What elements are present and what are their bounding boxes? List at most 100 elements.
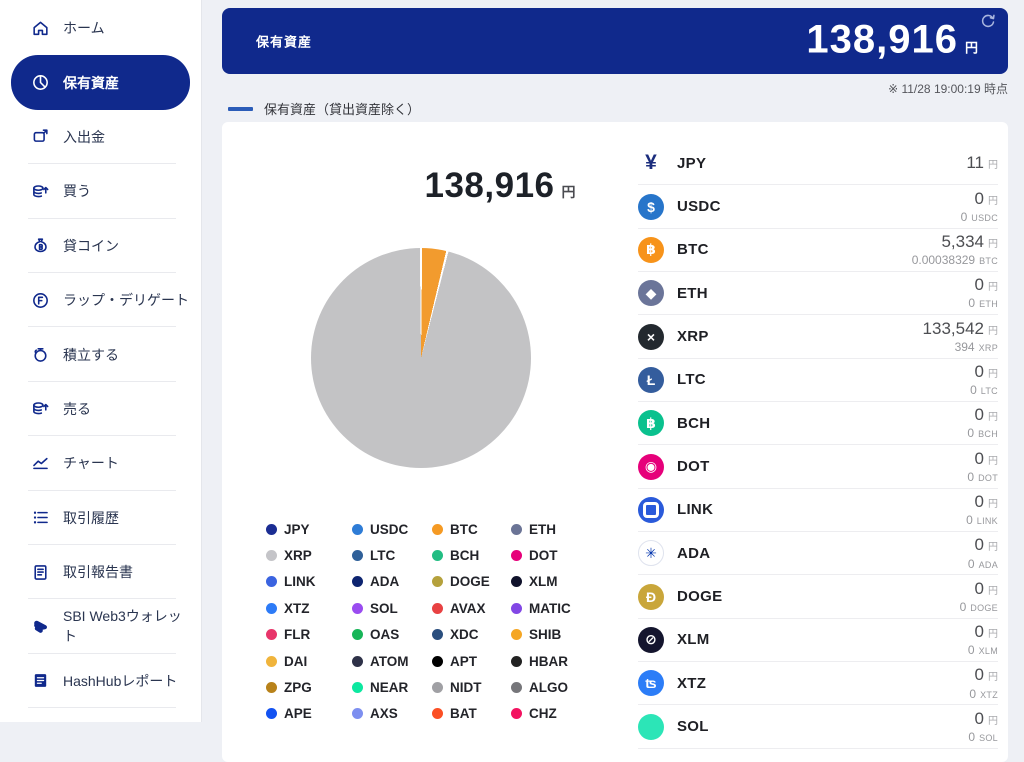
asset-row-xlm[interactable]: ⊘ XLM 0 円 0 XLM — [638, 619, 998, 663]
coin-legend: JPY USDC BTC ETH XRP LTC BCH DOT LINK ADA DOGE XLM X… — [266, 516, 613, 727]
asset-jpy-value: 0 — [974, 492, 984, 512]
sidebar-item-5[interactable]: ラップ・デリゲート — [11, 273, 190, 328]
asset-amount-unit: XRP — [978, 342, 998, 353]
card-total-value: 138,916 — [424, 166, 555, 205]
legend-dot — [352, 708, 363, 720]
piggy-bank-icon — [30, 345, 50, 365]
legend-dot — [266, 629, 277, 641]
legend-label: HBAR — [529, 653, 568, 669]
asset-row-sol[interactable]: SOL 0 円 0 SOL — [638, 705, 998, 749]
asset-amount-unit: DOT — [978, 472, 998, 483]
sidebar-item-10[interactable]: 取引報告書 — [11, 545, 190, 600]
legend-label: MATIC — [529, 600, 571, 616]
hashhub-report-icon — [30, 671, 50, 691]
asset-jpy-unit: 円 — [988, 715, 998, 727]
sidebar-item-2[interactable]: 入出金 — [11, 110, 190, 165]
sidebar-item-label: HashHubレポート — [63, 672, 178, 689]
asset-symbol: SOL — [677, 718, 709, 736]
legend-dot — [352, 576, 363, 588]
legend-label: FLR — [284, 627, 311, 643]
legend-dot — [432, 523, 443, 535]
asset-symbol: BCH — [677, 414, 711, 432]
asset-amount: 0 — [960, 209, 968, 224]
asset-row-ltc[interactable]: Ł LTC 0 円 0 LTC — [638, 359, 998, 403]
asset-jpy-unit: 円 — [988, 160, 998, 172]
asset-row-usdc[interactable]: $ USDC 0 円 0 USDC — [638, 185, 998, 229]
asset-amount: 0 — [970, 383, 977, 398]
asset-row-xtz[interactable]: ʦ XTZ 0 円 0 XTZ — [638, 662, 998, 706]
asset-symbol: ADA — [677, 544, 711, 562]
sidebar-item-11[interactable]: SBI Web3ウォレット — [11, 599, 190, 655]
dot-coin-icon: ◉ — [638, 453, 664, 480]
asset-symbol: LINK — [677, 501, 714, 519]
asset-amount: 0 — [967, 469, 975, 484]
asset-row-dot[interactable]: ◉ DOT 0 円 0 DOT — [638, 445, 998, 489]
sidebar-item-12[interactable]: HashHubレポート — [11, 654, 190, 709]
legend-dot — [432, 708, 443, 720]
total-assets-unit: 円 — [964, 40, 978, 56]
asset-amount-unit: XLM — [978, 646, 998, 657]
legend-label: SHIB — [529, 627, 562, 643]
asset-amount: 0.00038329 — [911, 253, 976, 268]
asset-row-btc[interactable]: ฿ BTC 5,334 円 0.00038329 BTC — [638, 229, 998, 273]
asset-jpy-value: 0 — [974, 188, 984, 208]
sidebar-item-1[interactable]: 保有資産 — [11, 55, 190, 110]
legend-item-nidt: NIDT — [432, 674, 511, 700]
legend-label: AXS — [370, 706, 398, 722]
asset-amount: 0 — [968, 296, 976, 311]
legend-label: CHZ — [529, 706, 557, 722]
asset-row-doge[interactable]: Ð DOGE 0 円 0 DOGE — [638, 575, 998, 619]
refresh-icon[interactable] — [979, 13, 999, 33]
legend-label: XLM — [529, 574, 558, 590]
asset-amount-unit: XTZ — [980, 689, 998, 700]
sidebar-item-6[interactable]: 積立する — [11, 327, 190, 383]
asset-row-eth[interactable]: ◆ ETH 0 円 0 ETH — [638, 272, 998, 316]
asset-row-xrp[interactable]: × XRP 133,542 円 394 XRP — [638, 315, 998, 359]
asset-values: 0 円 0 ADA — [968, 534, 998, 572]
asset-row-jpy[interactable]: ¥ JPY 11 円 — [638, 142, 998, 186]
sidebar-item-8[interactable]: チャート — [11, 436, 190, 491]
legend-dot — [266, 523, 277, 535]
legend-item-oas: OAS — [352, 622, 432, 648]
legend-item-xtz: XTZ — [266, 595, 352, 621]
sidebar-item-label: 入出金 — [63, 128, 105, 145]
asset-row-link[interactable]: LINK 0 円 0 LINK — [638, 489, 998, 533]
sidebar-item-label: ラップ・デリゲート — [63, 292, 189, 309]
sidebar-item-7[interactable]: 売る — [11, 382, 190, 437]
legend-item-algo: ALGO — [511, 674, 613, 700]
asset-jpy-value: 0 — [974, 535, 984, 555]
xlm-coin-icon: ⊘ — [638, 626, 664, 653]
legend-item-matic: MATIC — [511, 595, 613, 621]
asset-amount-unit: BTC — [979, 256, 998, 267]
sidebar-item-label: 取引報告書 — [63, 564, 133, 581]
legend-item-bch: BCH — [432, 542, 511, 568]
asset-row-ada[interactable]: ✳ ADA 0 円 0 ADA — [638, 532, 998, 576]
legend-dot — [352, 550, 363, 562]
asset-row-bch[interactable]: ฿ BCH 0 円 0 BCH — [638, 402, 998, 446]
sidebar-item-4[interactable]: 貸コイン — [11, 219, 190, 274]
legend-item-xdc: XDC — [432, 622, 511, 648]
asset-list: ¥ JPY 11 円 $ USDC 0 円 0 USDC ฿ BTC 5,334 円 0.00038329 B… — [638, 142, 998, 749]
legend-dot — [266, 550, 277, 562]
asset-amount: 0 — [969, 686, 977, 701]
legend-label: OAS — [370, 627, 400, 643]
sidebar-item-3[interactable]: 買う — [11, 164, 190, 219]
legend-label: LTC — [370, 548, 396, 564]
legend-label: NIDT — [450, 680, 482, 696]
legend-item-xlm: XLM — [511, 569, 613, 595]
legend-label: DOT — [529, 548, 558, 564]
asset-symbol: XLM — [677, 631, 710, 649]
legend-dot — [432, 655, 443, 667]
asset-amount-unit: USDC — [971, 212, 998, 223]
asset-jpy-value: 0 — [974, 448, 984, 468]
legend-label: ADA — [370, 574, 400, 590]
usdc-coin-icon: $ — [638, 193, 664, 220]
sidebar-item-0[interactable]: ホーム — [11, 1, 190, 55]
legend-label: APE — [284, 706, 312, 722]
asset-jpy-unit: 円 — [988, 282, 998, 294]
asset-values: 0 円 0 LTC — [970, 361, 998, 399]
asset-jpy-unit: 円 — [988, 672, 998, 684]
asset-values: 0 円 0 XLM — [968, 621, 998, 659]
asset-values: 0 円 0 XTZ — [969, 664, 998, 702]
sidebar-item-9[interactable]: 取引履歴 — [11, 491, 190, 546]
